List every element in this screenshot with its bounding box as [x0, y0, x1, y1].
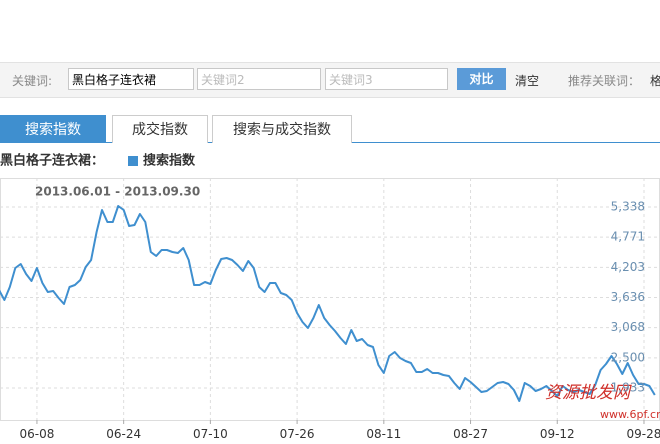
x-tick-label: 06-08: [20, 427, 55, 441]
y-tick-label: 2,500: [611, 350, 645, 364]
toolbar: 关键词: 黑白格子连衣裙 关键词2 关键词3 对比 清空 推荐关联词： 格: [0, 62, 660, 98]
legend-label: 搜索指数: [143, 153, 196, 169]
plot-area: [0, 178, 660, 421]
y-tick-label: 4,203: [611, 260, 645, 274]
keyword-input[interactable]: 黑白格子连衣裙: [68, 68, 194, 90]
keyword-label: 关键词:: [12, 74, 53, 88]
x-tick-label: 07-10: [193, 427, 228, 441]
x-tick-label: 09-28: [627, 427, 660, 441]
keyword-input[interactable]: 关键词2: [197, 68, 321, 90]
watermark: 资源批发网: [545, 383, 632, 403]
series-line: [0, 205, 656, 402]
tab[interactable]: 成交指数: [112, 115, 208, 143]
date-range: 2013.06.01 - 2013.09.30: [35, 185, 200, 199]
x-tick-label: 07-26: [280, 427, 315, 441]
y-tick-label: 1,933: [611, 380, 645, 394]
related-label: 推荐关联词：: [568, 74, 641, 88]
x-tick-label: 08-11: [366, 427, 401, 441]
clear-link[interactable]: 清空: [515, 74, 540, 88]
y-tick-label: 3,636: [611, 290, 645, 304]
x-tick-label: 09-12: [540, 427, 575, 441]
y-tick-label: 3,068: [611, 320, 645, 334]
compare-button[interactable]: 对比: [457, 68, 506, 90]
tab-active[interactable]: 搜索指数: [0, 115, 106, 143]
chart: 黑白格子连衣裙： 2013.06.01 - 2013.09.30 资源批发网 w…: [0, 153, 660, 441]
tab[interactable]: 搜索与成交指数: [212, 115, 352, 143]
keyword-input[interactable]: 关键词3: [325, 68, 448, 90]
x-tick-label: 08-27: [453, 427, 488, 441]
legend-swatch: [128, 156, 138, 166]
related-word[interactable]: 格: [650, 74, 660, 88]
y-tick-label: 5,338: [611, 199, 645, 213]
watermark-url: www.6pf.cn: [600, 408, 660, 421]
x-tick-label: 06-24: [106, 427, 141, 441]
legend-prefix: 黑白格子连衣裙：: [0, 153, 104, 169]
y-tick-label: 4,771: [611, 230, 645, 244]
